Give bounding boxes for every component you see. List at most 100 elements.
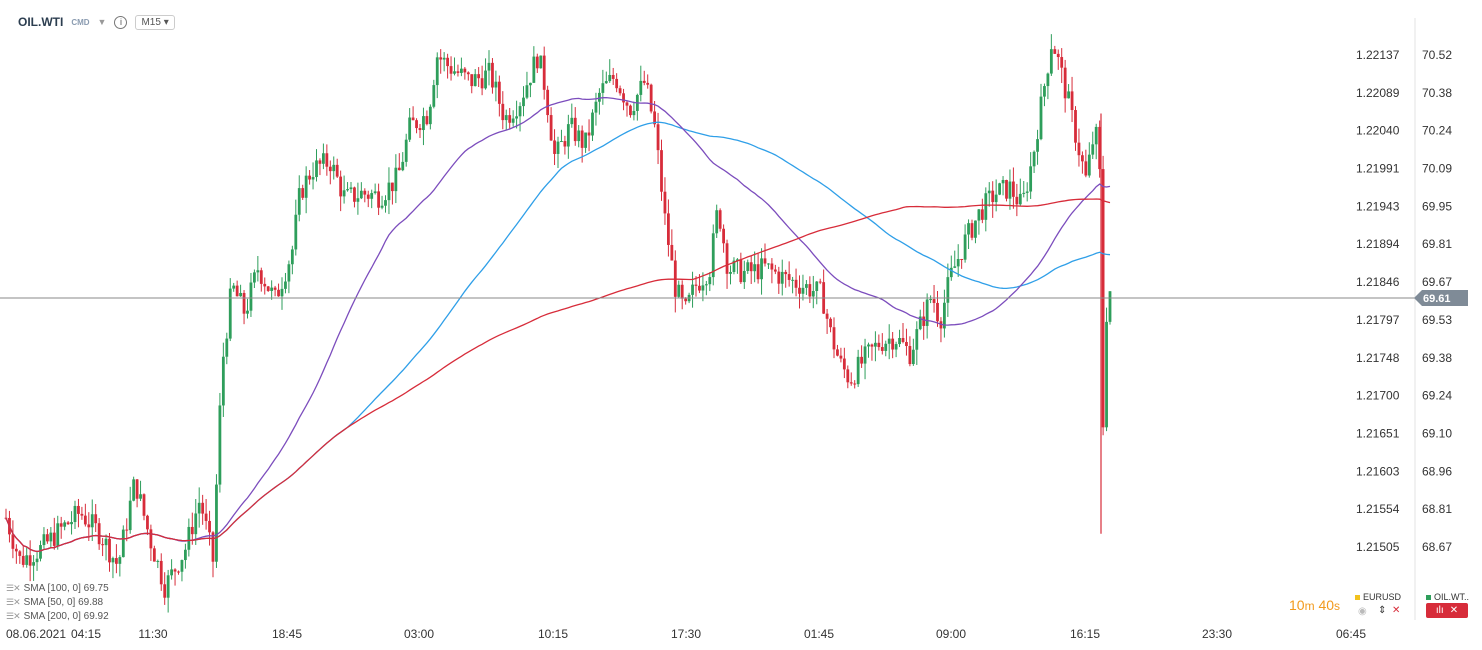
legend-item-sma100[interactable]: ☰✕ SMA [100, 0] 69.75 (6, 583, 109, 594)
candle-body (722, 228, 725, 244)
candle-body (377, 191, 380, 208)
bearish-candle (836, 344, 839, 357)
bearish-candle (21, 545, 25, 568)
bullish-candle (1036, 129, 1039, 165)
bearish-candle (52, 517, 56, 550)
candle-body (566, 124, 570, 147)
candle-body (232, 285, 236, 289)
current-price-label: 69.61 (1423, 293, 1451, 305)
bearish-candle (101, 537, 104, 557)
price-tick-label: 69.53 (1422, 313, 1452, 327)
candle-body (932, 299, 936, 303)
bearish-candle (235, 280, 239, 297)
bearish-candle (177, 570, 180, 575)
bearish-candle (718, 208, 722, 232)
bullish-candle (598, 88, 601, 115)
close-icon[interactable]: ✕ (1392, 605, 1401, 616)
candle-body (80, 513, 84, 516)
candle-body (273, 287, 277, 290)
candle-body (456, 71, 460, 73)
indicator-settings-icon[interactable]: ☰✕ (6, 583, 21, 593)
candle-body (1074, 110, 1077, 143)
bearish-candle (625, 100, 629, 117)
candle-body (525, 85, 529, 98)
candle-body (570, 117, 574, 125)
candle-body (466, 72, 470, 75)
symbol-name[interactable]: OIL.WTI (18, 15, 64, 29)
candle-body (115, 558, 118, 564)
bearish-candle (66, 520, 70, 525)
indicator-settings-icon[interactable]: ☰✕ (6, 597, 21, 607)
candle-body (142, 494, 146, 516)
bullish-candle (1046, 72, 1050, 100)
bearish-candle (94, 504, 98, 533)
symbol-dropdown-icon[interactable]: ▼ (97, 17, 107, 27)
candle-body (618, 88, 622, 94)
candle-body (366, 194, 370, 199)
candle-body (242, 292, 246, 314)
bullish-candle (967, 219, 970, 249)
indicator-settings-icon[interactable]: ☰✕ (6, 611, 21, 621)
bearish-candle (353, 186, 356, 208)
candle-body (1105, 321, 1108, 428)
candle-body (132, 479, 136, 501)
candle-body (1046, 73, 1050, 87)
candle-body (577, 130, 581, 142)
candle-body (322, 153, 325, 164)
bearish-candle (546, 85, 550, 123)
bullish-candle (384, 195, 387, 213)
instrument-oil[interactable]: OIL.WT.. (1426, 592, 1469, 602)
candle-body (915, 329, 919, 350)
time-tick-label: 23:30 (1202, 627, 1232, 641)
bullish-candle (387, 167, 391, 215)
bullish-candle (1032, 150, 1036, 174)
secondary-tick-label: 1.21651 (1356, 426, 1400, 440)
timeframe-selector[interactable]: M15 ▾ (135, 14, 175, 30)
oil-remove-controls[interactable]: ılı ✕ (1426, 603, 1468, 618)
candle-body (442, 57, 446, 60)
candle-body (556, 141, 560, 154)
candle-body (428, 106, 432, 125)
bullish-candle (977, 209, 981, 235)
bullish-candle (156, 559, 160, 569)
bullish-candle (249, 272, 253, 317)
candle-body (842, 358, 846, 370)
bullish-candle (577, 125, 581, 148)
candle-body (128, 500, 132, 531)
price-tick-label: 70.52 (1422, 48, 1452, 62)
candle-body (925, 299, 929, 326)
legend-item-sma50[interactable]: ☰✕ SMA [50, 0] 69.88 (6, 597, 103, 608)
bearish-candle (970, 219, 974, 241)
candle-body (460, 68, 463, 73)
candle-body (1077, 142, 1081, 156)
bearish-candle (470, 74, 474, 94)
close-icon[interactable]: ✕ (1449, 605, 1459, 616)
candle-body (173, 569, 177, 572)
eye-icon[interactable]: ◉ (1358, 606, 1367, 617)
bearish-candle (146, 514, 149, 536)
bearish-candle (125, 518, 129, 542)
bullish-candle (963, 224, 967, 263)
info-icon[interactable]: i (114, 15, 128, 29)
reorder-icon[interactable]: ⇕ (1378, 605, 1387, 616)
bearish-candle (939, 317, 943, 343)
legend-item-sma200[interactable]: ☰✕ SMA [200, 0] 69.92 (6, 611, 109, 622)
bullish-candle (560, 129, 563, 143)
bearish-candle (366, 190, 370, 208)
instrument-eurusd[interactable]: EURUSD (1355, 592, 1401, 602)
candle-body (504, 115, 508, 121)
candle-body (146, 515, 149, 530)
candle-type-icon[interactable]: ılı (1435, 605, 1444, 616)
candle-body (667, 213, 670, 245)
candle-body (839, 355, 843, 359)
candle-body (473, 74, 477, 87)
bullish-candle (1087, 142, 1091, 178)
bullish-candle (346, 182, 349, 192)
time-tick-label: 03:00 (404, 627, 434, 641)
candle-body (42, 534, 46, 546)
chart-header: OIL.WTI CMD ▼ i M15 ▾ (18, 10, 175, 34)
candle-body (177, 571, 180, 573)
bullish-candle (601, 69, 605, 105)
bullish-candle (791, 276, 794, 294)
